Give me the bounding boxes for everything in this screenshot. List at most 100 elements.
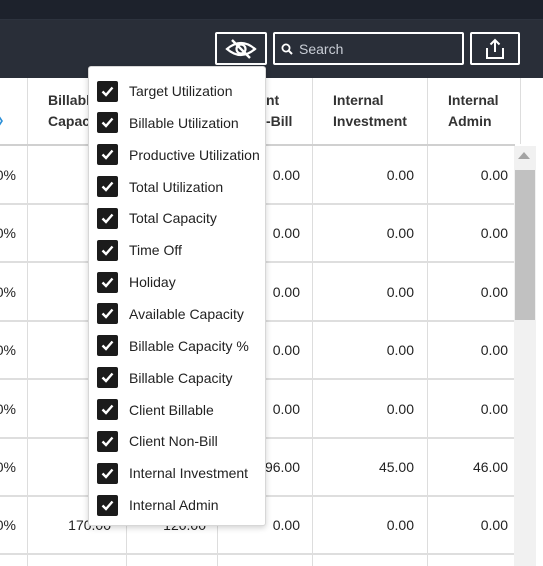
column-toggle-item[interactable]: Billable Capacity %	[89, 331, 267, 361]
column-toggle-label: Time Off	[129, 242, 182, 259]
column-toggle-item[interactable]: Billable Utilization	[89, 108, 267, 138]
cell-internal-investment: 0.00	[386, 167, 414, 183]
cell-internal-investment: 45.00	[378, 459, 414, 475]
column-toggle-item[interactable]: Total Capacity	[89, 203, 267, 233]
column-divider	[27, 78, 28, 566]
header-client-nonbill[interactable]: nt -Bill	[266, 78, 306, 144]
column-divider	[520, 78, 521, 144]
checkbox[interactable]	[97, 271, 118, 293]
check-icon	[101, 213, 114, 224]
column-toggle-item[interactable]: Client Non-Bill	[89, 426, 267, 456]
header-text: Internal	[333, 92, 384, 108]
header-billable-capacity[interactable]: Billable Capaci	[48, 78, 108, 144]
checkbox[interactable]	[97, 494, 118, 516]
checkbox[interactable]	[97, 112, 118, 134]
column-toggle-item[interactable]: Holiday	[89, 267, 267, 297]
check-icon	[101, 500, 114, 511]
check-icon	[101, 341, 114, 352]
check-icon	[101, 277, 114, 288]
cell-percent: 0%	[0, 342, 16, 358]
cell-client-nonbill: 0.00	[272, 401, 300, 417]
cell-percent: 0%	[0, 284, 16, 300]
column-toggle-label: Total Capacity	[129, 210, 217, 227]
column-toggle-label: Total Utilization	[129, 178, 224, 195]
header-text: Investment	[333, 113, 407, 129]
header-text: Capaci	[48, 113, 94, 129]
checkbox[interactable]	[97, 399, 118, 420]
check-icon	[101, 245, 114, 256]
column-toggle-label: Productive Utilization	[129, 146, 260, 163]
checkbox[interactable]	[97, 207, 118, 229]
sort-caret-icon	[0, 116, 3, 126]
column-toggle-label: Billable Utilization	[129, 114, 239, 131]
cell-client-nonbill: 0.00	[272, 284, 300, 300]
toggle-columns-button[interactable]	[215, 32, 267, 65]
cell-client-nonbill: 0.00	[272, 225, 300, 241]
check-icon	[101, 436, 114, 447]
cell-internal-admin: 46.00	[472, 459, 508, 475]
capacity-table: Billable Capaci nt -Bill Internal Invest…	[0, 78, 543, 566]
checkbox[interactable]	[97, 239, 118, 261]
check-icon	[101, 309, 114, 320]
checkbox[interactable]	[97, 144, 118, 166]
column-toggle-item[interactable]: Target Utilization	[89, 76, 267, 106]
cell-client-nonbill: 0.00	[272, 342, 300, 358]
checkbox[interactable]	[97, 430, 118, 452]
header-text: Billable	[48, 92, 98, 108]
checkbox[interactable]	[97, 462, 118, 484]
checkbox[interactable]	[97, 367, 118, 389]
cell-client-nonbill: 0.00	[272, 167, 300, 183]
column-toggle-label: Client Non-Bill	[129, 433, 218, 450]
column-toggle-label: Billable Capacity	[129, 369, 233, 386]
column-visibility-menu: Target Utilization Billable Utilization Pr…	[88, 66, 266, 526]
cell-internal-admin: 0.00	[480, 401, 508, 417]
cell-percent: 0%	[0, 517, 16, 533]
check-icon	[101, 468, 114, 479]
cell-internal-investment: 0.00	[386, 225, 414, 241]
checkbox[interactable]	[97, 80, 118, 102]
header-text: -Bill	[266, 113, 293, 129]
column-toggle-item[interactable]: Time Off	[89, 235, 267, 265]
app-top-bar	[0, 0, 543, 20]
column-toggle-item[interactable]: Client Billable	[89, 395, 267, 425]
cell-internal-admin: 0.00	[480, 517, 508, 533]
column-toggle-label: Target Utilization	[129, 83, 233, 99]
cell-internal-admin: 0.00	[480, 225, 508, 241]
export-button[interactable]	[470, 32, 520, 65]
cell-internal-investment: 0.00	[386, 284, 414, 300]
header-text: Admin	[448, 113, 492, 129]
search-box[interactable]	[273, 32, 464, 65]
check-icon	[101, 404, 114, 415]
checkbox[interactable]	[97, 303, 118, 325]
cell-percent: 0%	[0, 167, 16, 183]
search-input[interactable]	[299, 40, 459, 57]
cell-internal-admin: 0.00	[480, 342, 508, 358]
cell-percent: 0%	[0, 225, 16, 241]
header-internal-admin[interactable]: Internal Admin	[448, 78, 518, 144]
header-internal-investment[interactable]: Internal Investment	[333, 78, 423, 144]
checkbox[interactable]	[97, 176, 118, 198]
column-toggle-label: Holiday	[129, 274, 176, 291]
column-toggle-item[interactable]: Available Capacity	[89, 299, 267, 329]
column-toggle-label: Available Capacity	[129, 305, 244, 322]
cell-internal-admin: 0.00	[480, 167, 508, 183]
cell-internal-investment: 0.00	[386, 342, 414, 358]
share-icon	[486, 38, 504, 59]
scrollbar-thumb[interactable]	[515, 170, 535, 320]
checkbox[interactable]	[97, 335, 118, 357]
scroll-up-arrow-icon[interactable]	[518, 152, 530, 159]
column-toggle-item[interactable]: Internal Investment	[89, 458, 267, 488]
column-toggle-item[interactable]: Total Utilization	[89, 172, 267, 202]
search-icon	[281, 43, 293, 55]
header-partial-indicator[interactable]	[0, 78, 10, 144]
column-toggle-label: Client Billable	[129, 401, 214, 418]
table-row[interactable]: 0%150.000.000.00	[0, 263, 515, 321]
cell-percent: 0%	[0, 401, 16, 417]
column-toggle-item[interactable]: Billable Capacity	[89, 363, 267, 393]
cell-internal-investment: 0.00	[386, 517, 414, 533]
cell-internal-admin: 0.00	[480, 284, 508, 300]
column-toggle-item[interactable]: Internal Admin	[89, 490, 267, 520]
column-toggle-item[interactable]: Productive Utilization	[89, 140, 267, 170]
cell-internal-investment: 0.00	[386, 401, 414, 417]
